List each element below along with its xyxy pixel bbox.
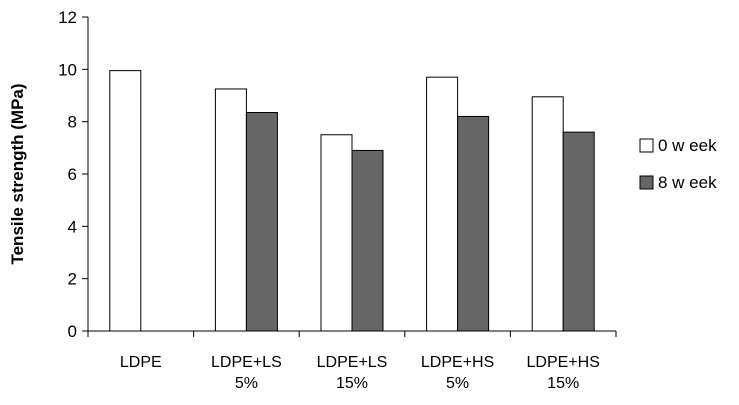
legend-label-week0: 0 w eek [658, 136, 717, 155]
bar-week0 [426, 76, 459, 332]
y-tick-label: 12 [58, 8, 77, 27]
plot-area: 0 2 4 6 8 10 12 LDPE LDPE+LS 5% LDPE+LS 15% LDPE+HS 5… [58, 8, 617, 392]
bar-week0 [531, 96, 564, 332]
x-category-label: LDPE+LS [317, 354, 388, 371]
bar-week0 [320, 134, 353, 332]
y-tick-label: 2 [68, 270, 77, 289]
bar-week8 [457, 115, 490, 332]
x-category-label: 5% [446, 375, 469, 392]
x-category-label: 15% [336, 375, 368, 392]
bar-week8 [351, 149, 384, 332]
y-tick-label: 10 [58, 60, 77, 79]
y-tick-label: 8 [68, 113, 77, 132]
bar-week8 [245, 112, 278, 332]
bar-week8 [562, 131, 595, 332]
x-category-label: LDPE+LS [211, 354, 282, 371]
x-category-label: 5% [235, 375, 258, 392]
y-tick-label: 6 [68, 165, 77, 184]
x-category-label: LDPE+HS [421, 354, 494, 371]
bar-week0 [214, 88, 247, 332]
legend-swatch-week8 [639, 175, 654, 190]
legend: 0 w eek 8 w eek [639, 136, 717, 192]
bar-week0 [109, 70, 142, 332]
x-category-label: LDPE+HS [527, 354, 600, 371]
y-tick-label: 4 [68, 217, 77, 236]
y-tick-label: 0 [68, 322, 77, 341]
legend-label-week8: 8 w eek [658, 173, 717, 192]
y-axis-title: Tensile strength (MPa) [8, 83, 27, 264]
legend-swatch-week0 [639, 138, 654, 153]
x-category-label: LDPE [120, 354, 162, 371]
x-category-label: 15% [547, 375, 579, 392]
